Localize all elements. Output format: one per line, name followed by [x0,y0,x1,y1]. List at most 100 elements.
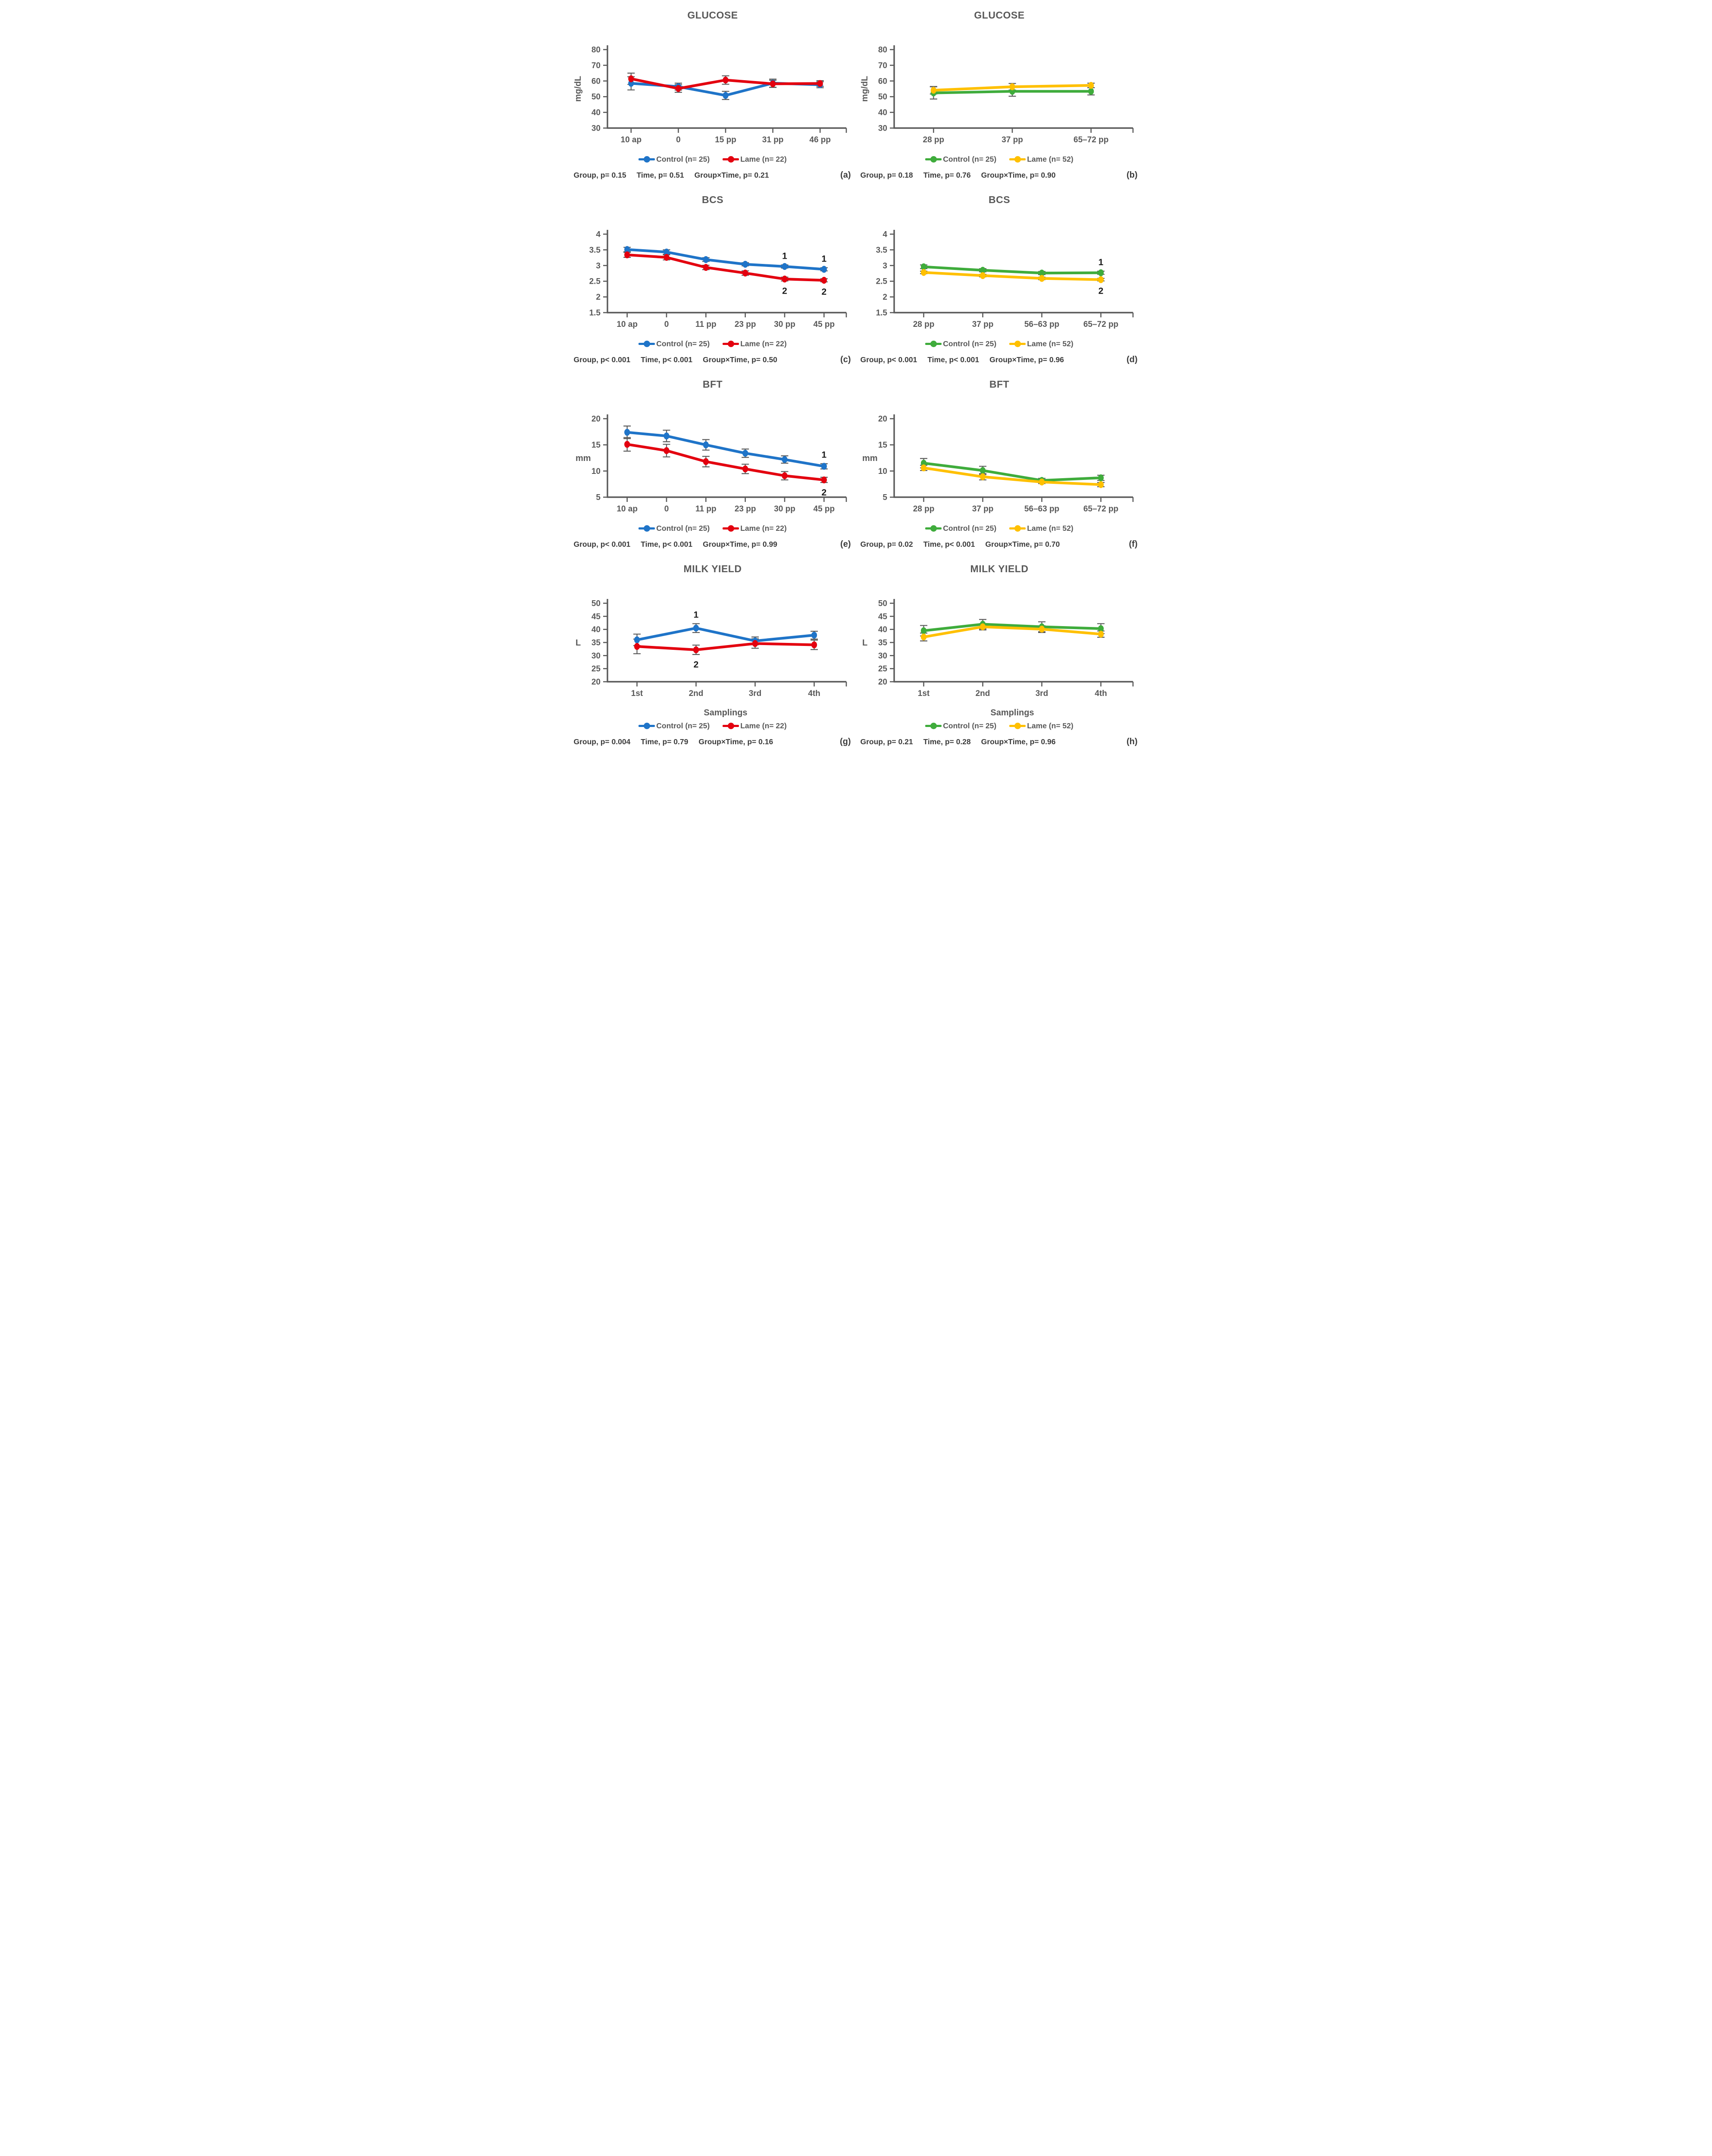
legend-item-control: Control (n= 25) [925,339,996,348]
panel-b-chart: 30 40 50 60 70 80 28 pp 37 pp 65–72 pp mg/dL [856,21,1143,152]
y-tick-label: 80 [878,46,887,55]
panel-d-statsrow: Group, p< 0.001 Time, p< 0.001 Group×Time,… [856,350,1143,365]
x-tick-label: 3rd [748,689,761,698]
panel-e-stats: Group, p< 0.001 Time, p< 0.001 Group×Time,… [574,540,777,549]
y-tick-label: 1.5 [876,309,887,318]
panel-a: GLUCOSE 30 40 50 60 70 80 10 ap 0 15 pp 31 pp 46 p… [570,2,856,183]
series-point-control [980,266,986,274]
x-tick-label: 45 pp [813,505,835,514]
x-tick-label: 10 ap [620,135,642,144]
chart-svg: 5 10 15 20 28 pp 37 pp 56–63 pp 65–72 pp mm [862,414,1133,514]
y-tick-label: 20 [878,678,887,687]
series-point-lame [821,277,827,284]
y-axis-label: mm [576,454,591,463]
series-line-control [626,431,825,468]
panel-c-chart: 1.5 2 2.5 3 3.5 4 10 ap 0 11 pp 23 pp 30 pp 45 pp 1 1… [570,206,856,337]
chart-svg: 1.5 2 2.5 3 3.5 4 10 ap 0 11 pp 23 pp 30 pp 45 pp 1 1… [589,230,847,329]
annotation: 1 [782,251,787,261]
series-point-control [624,246,630,253]
y-tick-label: 45 [591,612,601,621]
legend-label-control: Control (n= 25) [656,721,710,730]
y-axis-label: L [576,638,581,648]
series-point-lame [1039,626,1045,633]
series-point-control [781,263,788,270]
panel-a-letter: (a) [840,170,851,180]
panel-e-chart: 5 10 15 20 10 ap 0 11 pp 23 pp 30 pp 45 pp mm 1 2 [570,390,856,521]
stats-time: Time, p< 0.001 [641,355,693,364]
panel-d: BCS 1.5 2 2.5 3 3.5 4 28 pp 37 pp 56–63 pp 65–72 … [856,186,1143,367]
y-tick-label: 70 [878,61,887,70]
stats-interaction: Group×Time, p= 0.70 [985,540,1060,548]
series-point-lame [628,75,634,82]
series-point-lame [920,633,926,641]
panel-b-stats: Group, p= 0.18 Time, p= 0.76 Group×Time, p… [861,171,1056,180]
y-tick-label: 25 [878,664,887,674]
chart-svg: 5 10 15 20 10 ap 0 11 pp 23 pp 30 pp 45 pp mm 1 2 [576,414,847,514]
annotation: 2 [693,660,698,670]
series-point-lame [663,254,670,261]
series-point-control [663,432,670,440]
figure: GLUCOSE 30 40 50 60 70 80 10 ap 0 15 pp 31 pp 46 p… [570,0,1143,755]
series-point-control [722,92,729,99]
y-tick-label: 50 [878,599,887,608]
y-tick-label: 10 [878,467,887,476]
series-point-control [703,441,709,448]
series-line-control [635,627,816,642]
y-tick-label: 10 [591,467,600,476]
y-axis-label: mg/dL [573,76,583,102]
series-line-lame [635,642,816,652]
y-tick-label: 30 [591,652,600,661]
y-tick-label: 3.5 [876,246,887,255]
panel-h: MILK YIELD 20 25 30 35 40 45 50 1st 2nd 3rd 4th L Sa… [856,555,1143,749]
control-marker-icon [638,525,655,532]
y-tick-label: 40 [878,108,887,117]
y-tick-label: 2 [596,293,601,302]
panel-a-legend: Control (n= 25) Lame (n= 22) [570,153,856,165]
legend-item-lame: Lame (n= 22) [723,339,787,348]
control-marker-icon [925,340,942,347]
panel-g-title: MILK YIELD [683,563,742,574]
x-tick-label: 37 pp [972,320,993,329]
series-point-lame [752,640,758,647]
stats-group: Group, p< 0.001 [573,540,631,548]
series-point-lame [634,643,640,650]
x-tick-label: 37 pp [972,505,993,514]
panel-a-stats: Group, p= 0.15 Time, p= 0.51 Group×Time, p… [574,171,769,180]
x-tick-label: 28 pp [923,135,944,144]
x-tick-label: 31 pp [762,135,783,144]
y-tick-label: 3.5 [589,246,601,255]
legend-label-lame: Lame (n= 52) [1027,339,1074,348]
series-point-lame [980,623,986,630]
stats-time: Time, p< 0.001 [923,540,975,548]
legend-item-control: Control (n= 25) [925,721,996,730]
lame-marker-icon [723,340,739,347]
series-line-lame [922,625,1102,639]
stats-time: Time, p= 0.76 [923,171,971,179]
legend-item-lame: Lame (n= 22) [723,524,787,533]
series-point-control [821,463,827,470]
x-tick-label: 15 pp [715,135,736,144]
panel-g-letter: (g) [839,737,851,746]
x-tick-label: 3rd [1035,689,1048,698]
series-line-lame [626,253,825,282]
panel-d-letter: (d) [1126,355,1138,364]
series-line-control [922,623,1102,632]
y-axis-label: L [862,638,867,648]
series-point-lame [742,270,748,277]
chart-svg: 30 40 50 60 70 80 10 ap 0 15 pp 31 pp 46 pp mg/dL [573,45,847,144]
legend-label-lame: Lame (n= 52) [1027,523,1074,533]
y-tick-label: 45 [878,612,887,621]
x-tick-label: 11 pp [695,505,717,514]
panel-g-legend: Control (n= 25) Lame (n= 22) [570,720,856,732]
stats-time: Time, p= 0.79 [641,737,689,746]
series-point-control [693,624,699,632]
panel-b-title: GLUCOSE [974,9,1025,21]
panel-e-title: BFT [702,379,723,390]
panel-f-statsrow: Group, p= 0.02 Time, p< 0.001 Group×Time, … [856,534,1143,549]
legend-item-control: Control (n= 25) [638,155,710,164]
lame-marker-icon [1009,340,1026,347]
series-point-lame [1098,630,1104,638]
legend-item-control: Control (n= 25) [638,524,710,533]
x-tick-label: 10 ap [617,320,638,329]
series-point-lame [624,251,630,259]
